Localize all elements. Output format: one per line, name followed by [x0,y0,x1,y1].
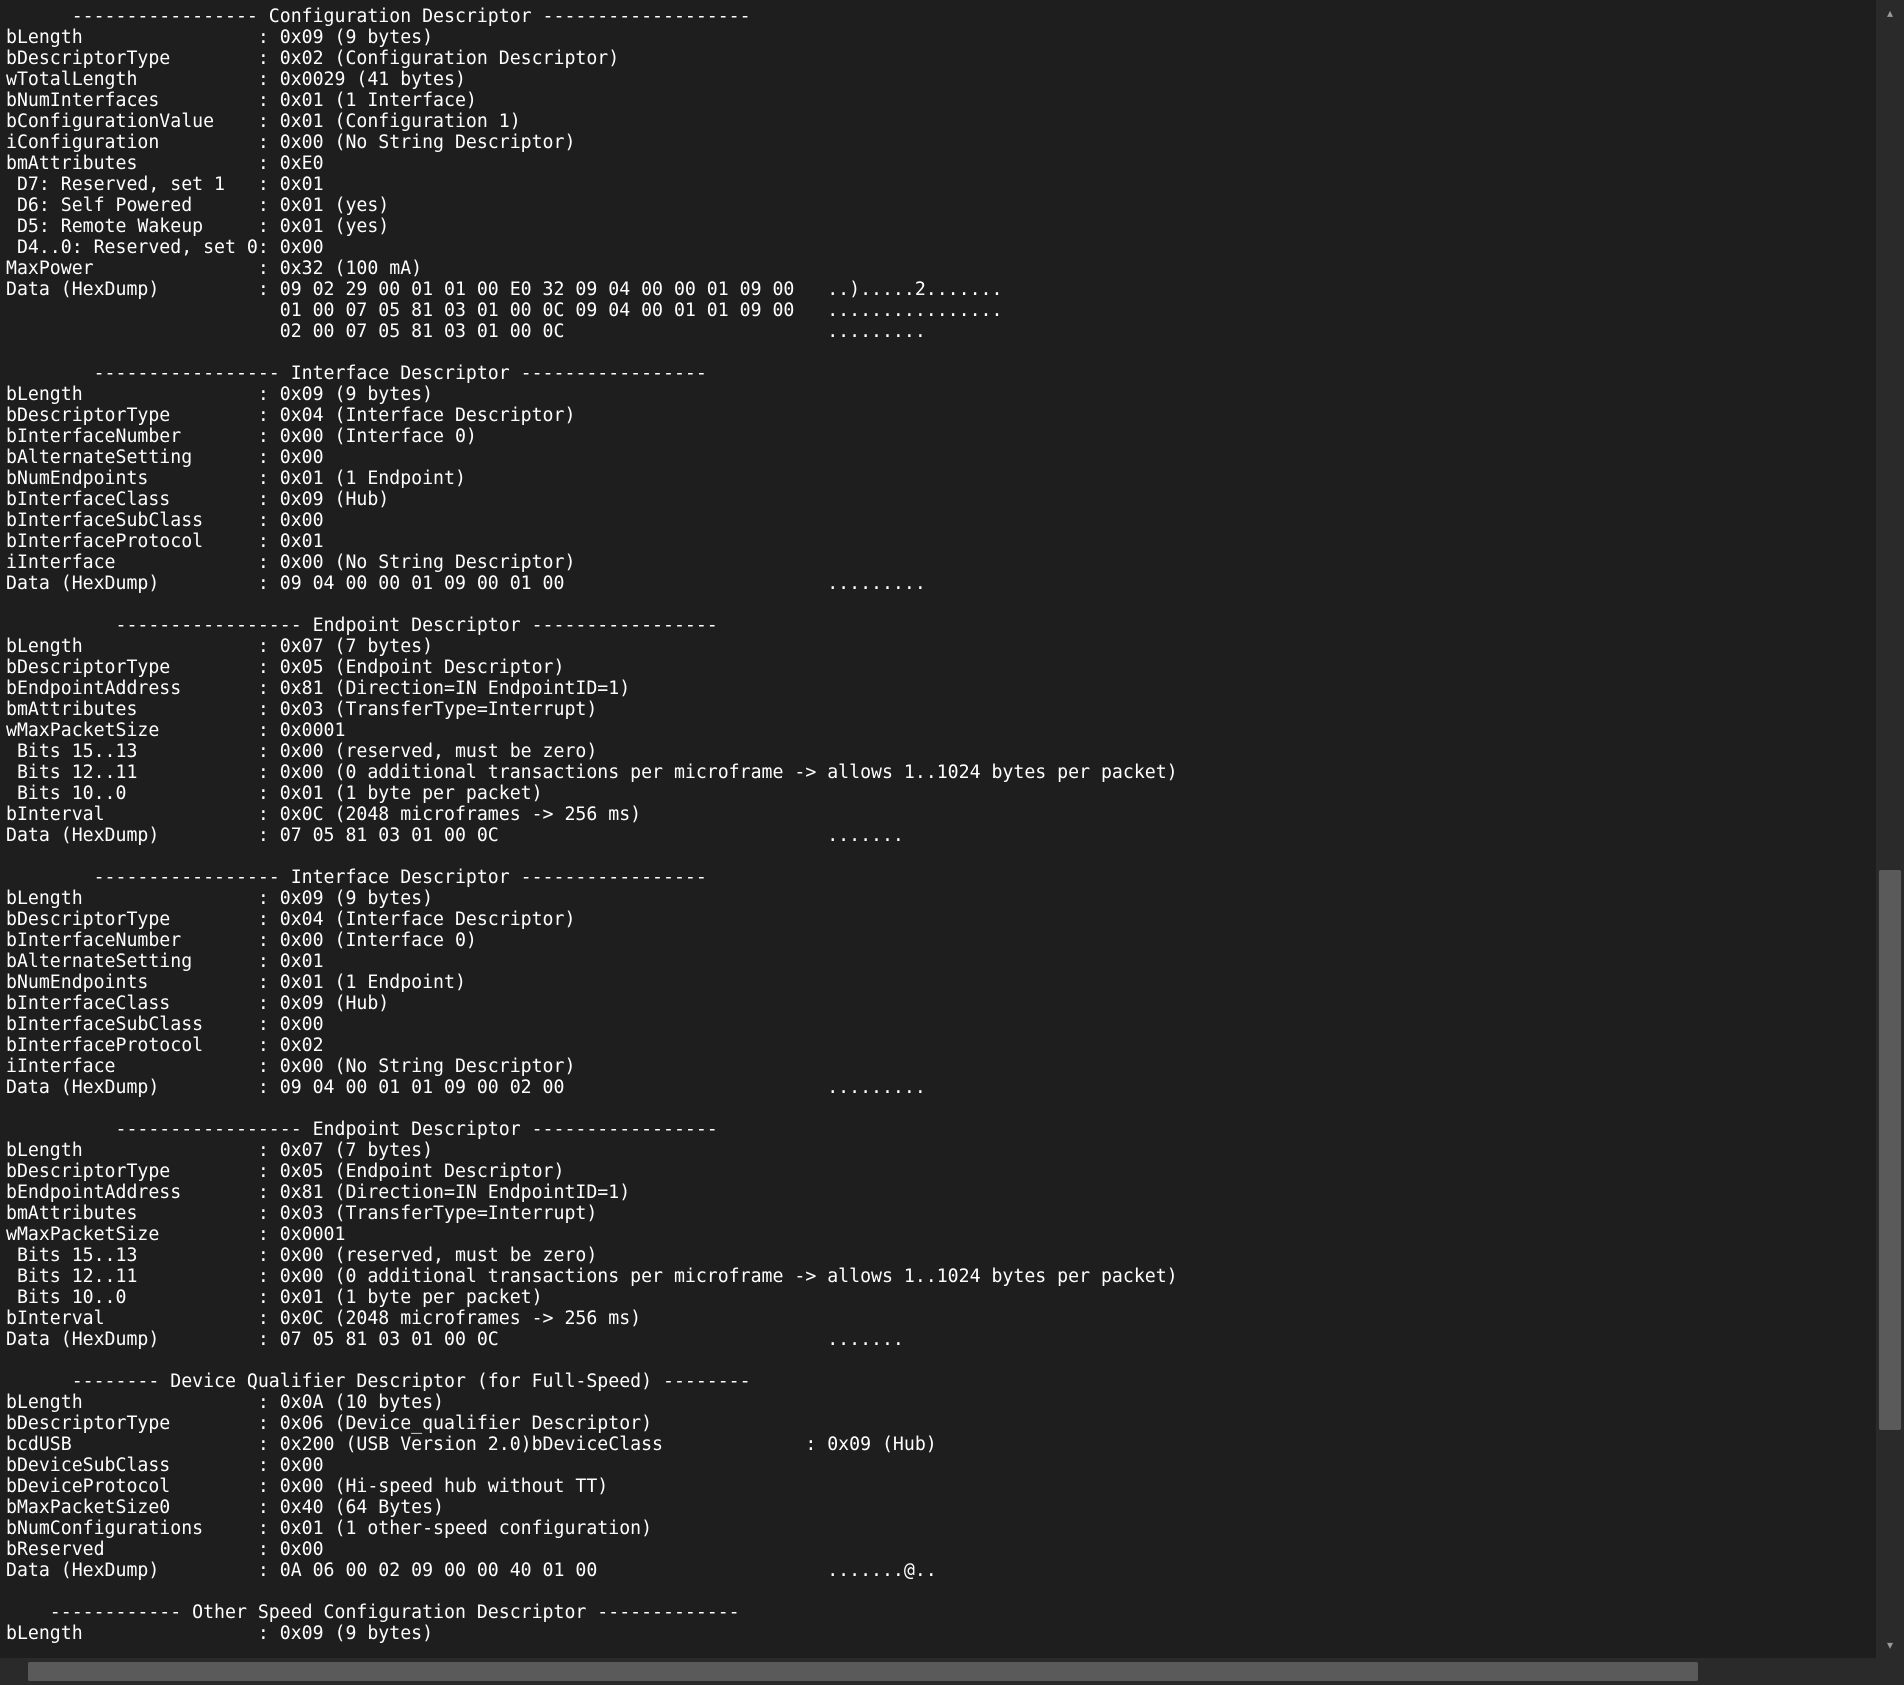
scroll-down-arrow-icon[interactable]: ▾ [1876,1632,1904,1658]
scrollbar-corner [1876,1658,1904,1685]
horizontal-scrollbar-thumb[interactable] [28,1662,1698,1681]
vertical-scrollbar[interactable]: ▴ ▾ [1876,0,1904,1658]
scroll-up-arrow-icon[interactable]: ▴ [1876,0,1904,26]
viewport: ----------------- Configuration Descript… [0,0,1904,1685]
terminal-output[interactable]: ----------------- Configuration Descript… [0,0,1876,1658]
vertical-scrollbar-thumb[interactable] [1879,870,1901,1430]
horizontal-scrollbar[interactable] [0,1658,1876,1685]
